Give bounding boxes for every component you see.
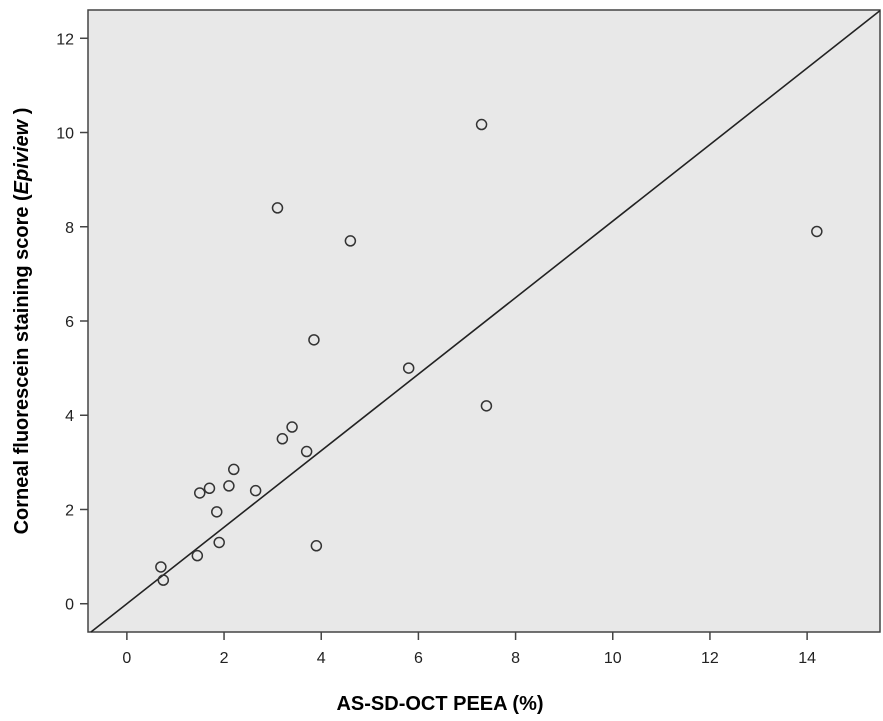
data-point — [191, 549, 204, 562]
data-point — [211, 506, 223, 518]
fit-line — [90, 10, 881, 633]
x-tick-label: 4 — [317, 650, 326, 667]
data-point — [480, 400, 493, 412]
y-tick-label: 6 — [65, 314, 74, 331]
data-point — [223, 480, 235, 492]
y-tick-label: 0 — [65, 597, 74, 614]
ticks-layer: 0 2 4 6 8 10 12 14 0 2 4 6 8 10 12 — [56, 31, 816, 667]
data-point — [475, 118, 488, 131]
data-point — [811, 225, 823, 238]
data-point — [157, 574, 170, 586]
data-point — [155, 561, 167, 573]
data-point — [213, 536, 225, 549]
data-point — [308, 334, 320, 346]
y-tick-label: 8 — [65, 220, 74, 237]
data-point — [300, 445, 313, 458]
y-axis-title-italic: Epiview — [11, 118, 33, 194]
data-point — [286, 421, 298, 433]
data-point — [402, 362, 415, 374]
data-point — [249, 484, 262, 497]
y-axis-title-main: Corneal fluorescein staining score ( — [11, 194, 33, 534]
points-layer — [155, 118, 823, 586]
y-tick-label: 2 — [65, 502, 74, 519]
y-tick-label: 12 — [56, 31, 74, 48]
data-point — [228, 463, 240, 476]
data-point — [310, 540, 323, 552]
data-point — [271, 202, 284, 214]
fit-line-layer — [90, 10, 881, 633]
y-tick-label: 4 — [65, 408, 74, 425]
data-point — [276, 433, 289, 445]
x-tick-label: 12 — [701, 650, 719, 667]
data-point — [203, 482, 216, 495]
x-tick-label: 6 — [414, 650, 423, 667]
y-axis-title: Corneal fluorescein staining score (Epiv… — [11, 108, 33, 535]
x-axis-title: AS-SD-OCT PEEA (%) — [336, 693, 543, 715]
x-tick-label: 2 — [220, 650, 229, 667]
x-tick-label: 10 — [604, 650, 622, 667]
x-tick-label: 0 — [122, 650, 131, 667]
data-point — [344, 235, 357, 247]
x-tick-label: 14 — [798, 650, 816, 667]
y-tick-label: 10 — [56, 126, 74, 143]
y-axis-title-end: ) — [11, 108, 33, 120]
data-point — [194, 487, 206, 499]
x-tick-label: 8 — [511, 650, 520, 667]
